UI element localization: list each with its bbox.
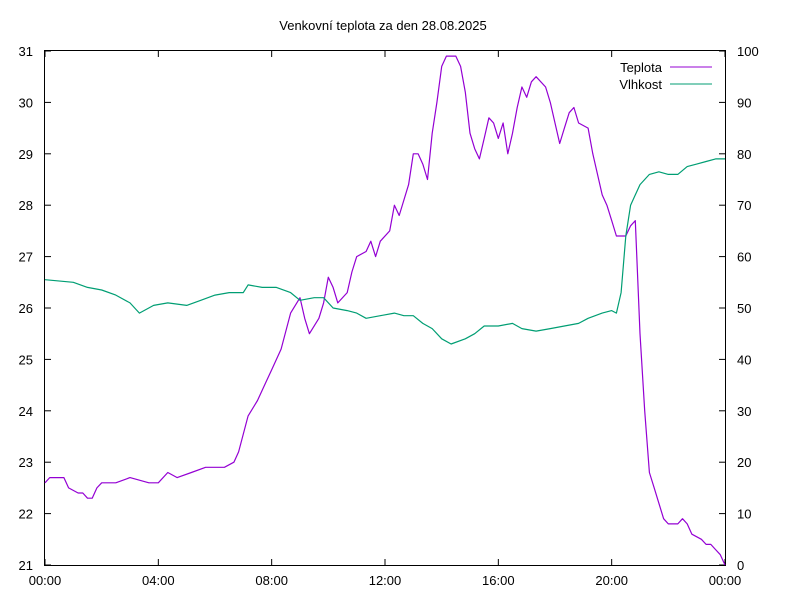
y-left-tick-label: 21 bbox=[19, 558, 33, 573]
series-layer bbox=[44, 55, 726, 566]
y-right-tick-label: 70 bbox=[737, 198, 751, 213]
y-right-tick-label: 0 bbox=[737, 558, 744, 573]
series-line-teplota bbox=[44, 55, 726, 566]
series-line-vlhkost bbox=[44, 158, 725, 345]
x-tick-label: 00:00 bbox=[29, 573, 62, 588]
y-left-tick-label: 28 bbox=[19, 198, 33, 213]
chart-title: Venkovní teplota za den 28.08.2025 bbox=[279, 18, 486, 33]
y-right-tick-label: 10 bbox=[737, 507, 751, 522]
y-left-tick-label: 31 bbox=[19, 44, 33, 59]
y-right-tick-label: 20 bbox=[737, 455, 751, 470]
x-tick-label: 00:00 bbox=[709, 573, 742, 588]
y-right-tick-label: 60 bbox=[737, 250, 751, 265]
y-right-tick-label: 40 bbox=[737, 352, 751, 367]
legend-label-vlhkost: Vlhkost bbox=[619, 77, 662, 92]
x-tick-label: 12:00 bbox=[369, 573, 402, 588]
axis-ticks: 00:00 04:00 08:00 12:00 16:00 20:00 00:0021222… bbox=[19, 44, 759, 588]
y-left-tick-label: 29 bbox=[19, 147, 33, 162]
y-left-tick-label: 26 bbox=[19, 301, 33, 316]
y-right-tick-label: 50 bbox=[737, 301, 751, 316]
y-right-tick-label: 90 bbox=[737, 95, 751, 110]
y-left-tick-label: 22 bbox=[19, 507, 33, 522]
x-tick-label: 04:00 bbox=[142, 573, 175, 588]
y-left-tick-label: 25 bbox=[19, 352, 33, 367]
legend: Teplota Vlhkost bbox=[619, 60, 712, 92]
x-tick-label: 16:00 bbox=[482, 573, 515, 588]
y-right-tick-label: 100 bbox=[737, 44, 759, 59]
y-left-tick-label: 24 bbox=[19, 404, 33, 419]
y-left-tick-label: 27 bbox=[19, 250, 33, 265]
y-right-tick-label: 30 bbox=[737, 404, 751, 419]
legend-label-teplota: Teplota bbox=[620, 60, 663, 75]
y-right-tick-label: 80 bbox=[737, 147, 751, 162]
y-left-tick-label: 23 bbox=[19, 455, 33, 470]
y-left-tick-label: 30 bbox=[19, 95, 33, 110]
x-tick-label: 08:00 bbox=[255, 573, 288, 588]
plot-frame bbox=[44, 50, 726, 566]
x-tick-label: 20:00 bbox=[595, 573, 628, 588]
